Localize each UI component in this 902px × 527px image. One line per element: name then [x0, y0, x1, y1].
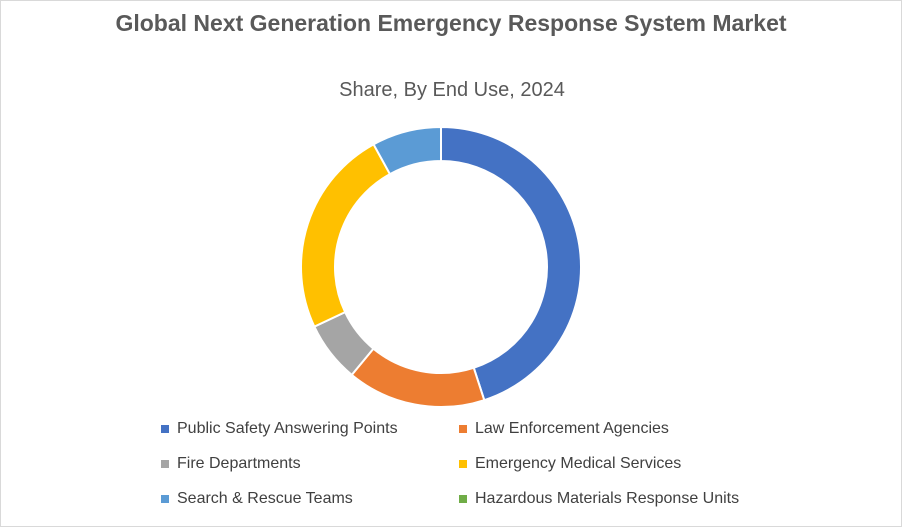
legend-item-hazardous-materials-response-units: Hazardous Materials Response Units [459, 489, 739, 509]
chart-title: Global Next Generation Emergency Respons… [115, 10, 787, 36]
donut-slice-emergency-medical-services [300, 142, 392, 328]
legend-label: Public Safety Answering Points [177, 420, 398, 437]
legend-swatch [459, 495, 467, 503]
legend-label: Search & Rescue Teams [177, 490, 353, 507]
legend-label: Hazardous Materials Response Units [475, 490, 740, 507]
legend-swatch [161, 425, 169, 433]
legend-item-search-rescue-teams: Search & Rescue Teams [161, 489, 353, 509]
donut-slice-public-safety-answering-points [440, 125, 582, 402]
legend-item-public-safety-answering-points: Public Safety Answering Points [161, 419, 398, 439]
legend-swatch [459, 425, 467, 433]
legend-swatch [459, 460, 467, 468]
legend-item-emergency-medical-services: Emergency Medical Services [459, 454, 681, 474]
legend-label: Emergency Medical Services [475, 455, 682, 472]
legend-item-law-enforcement-agencies: Law Enforcement Agencies [459, 419, 669, 439]
donut-slice-search-rescue-teams [372, 125, 442, 176]
donut-slice-law-enforcement-agencies [350, 347, 486, 408]
chart-subtitle: Share, By End Use, 2024 [339, 79, 565, 101]
legend-swatch [161, 460, 169, 468]
legend-item-fire-departments: Fire Departments [161, 454, 301, 474]
legend-label: Fire Departments [177, 455, 301, 472]
legend-swatch [161, 495, 169, 503]
legend-label: Law Enforcement Agencies [475, 420, 669, 437]
